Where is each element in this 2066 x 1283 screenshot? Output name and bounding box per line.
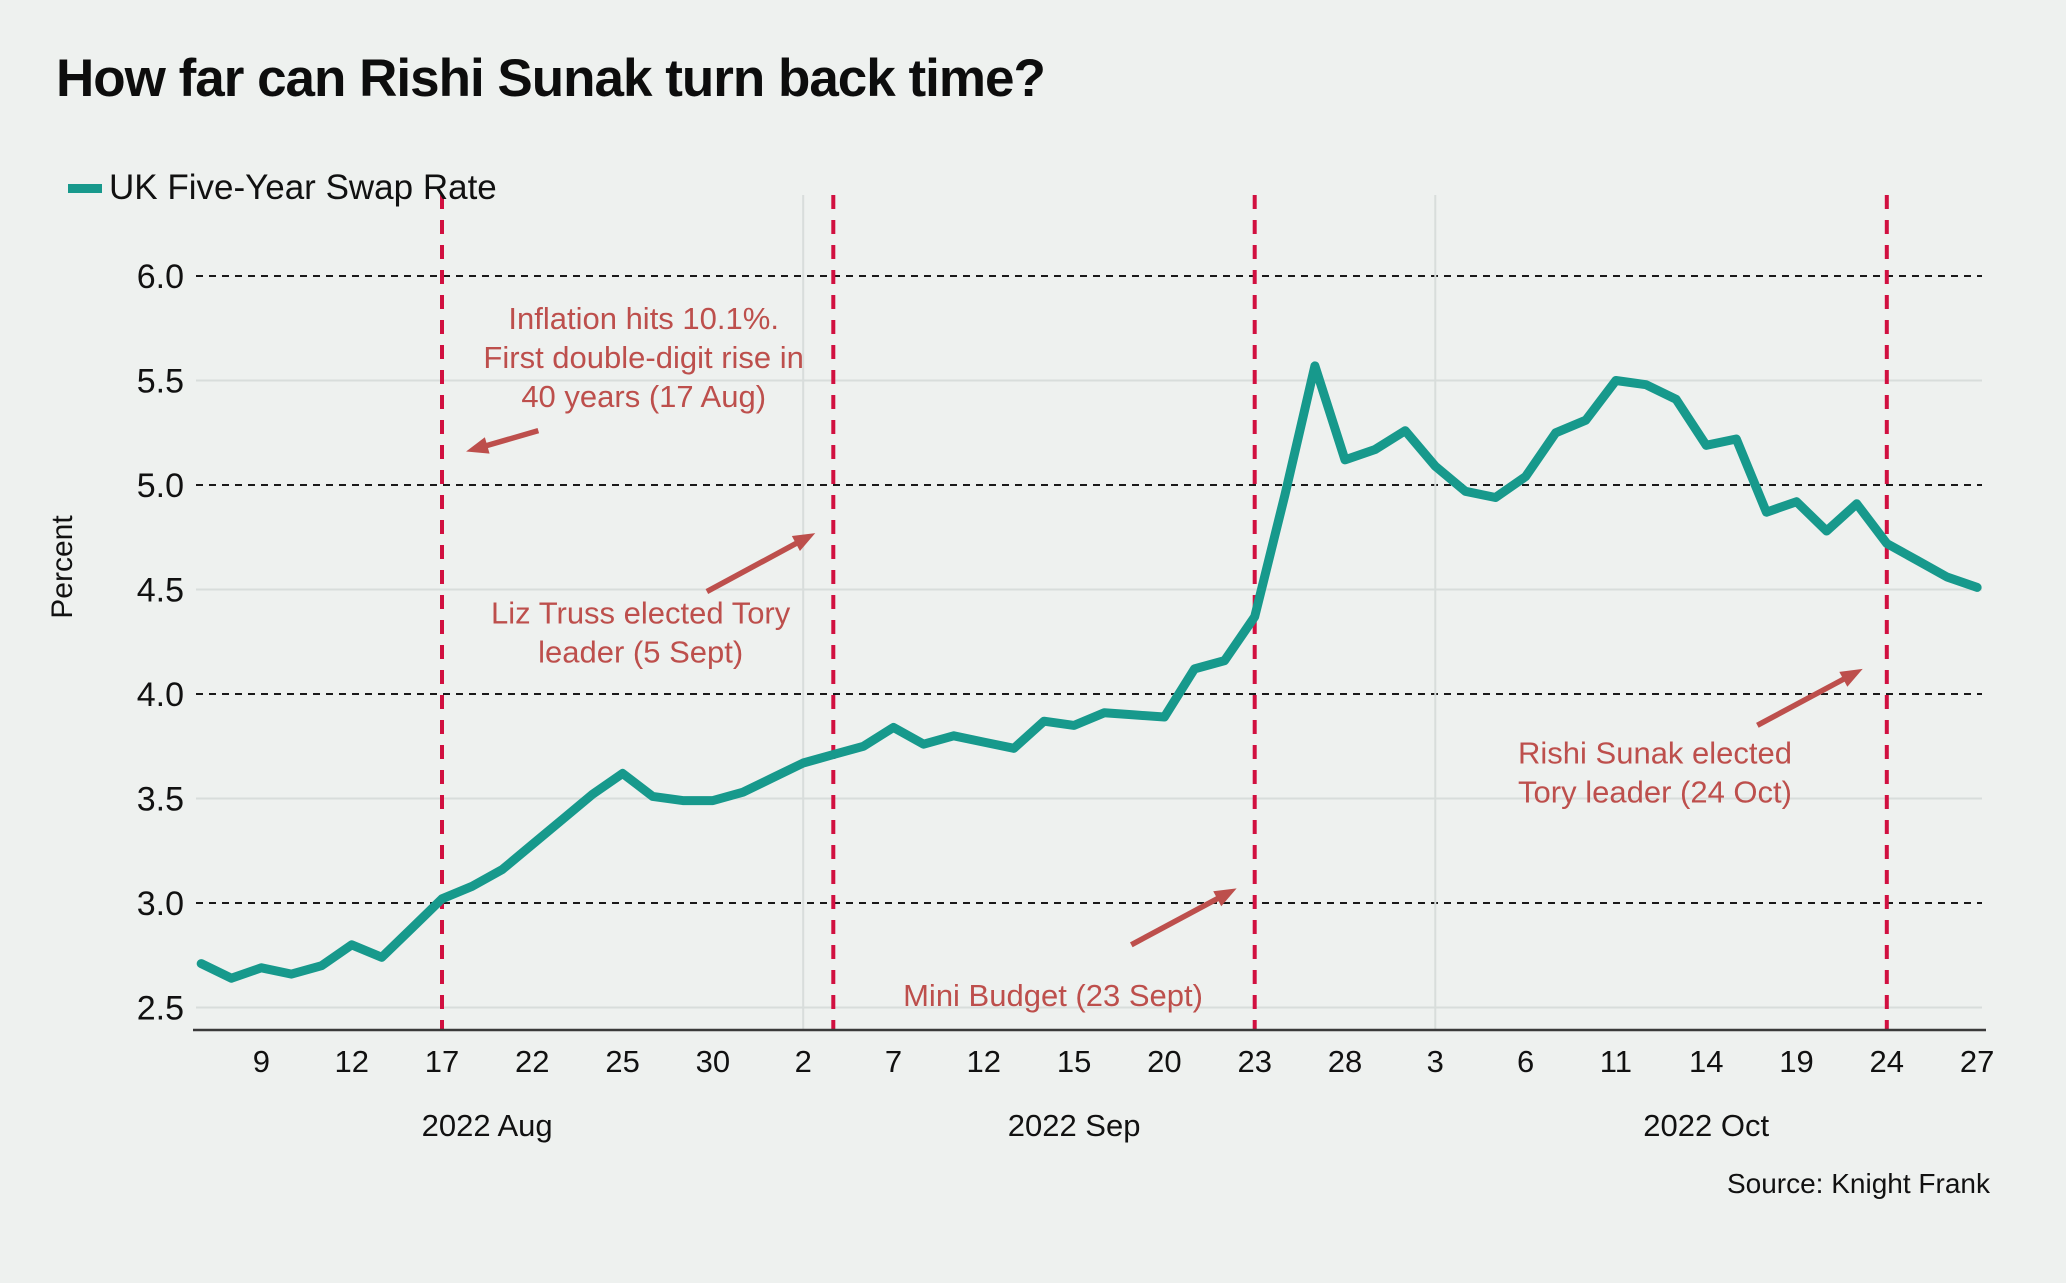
x-tick-label: 6 xyxy=(1517,1044,1534,1079)
y-tick-label: 2.5 xyxy=(137,990,184,1028)
series-line xyxy=(196,361,1982,983)
annotation-arrow-inflation-10-1 xyxy=(479,428,540,451)
annotation-arrowhead-inflation-10-1 xyxy=(466,437,490,454)
x-tick-label: 19 xyxy=(1779,1044,1813,1079)
x-tick-label: 15 xyxy=(1057,1044,1091,1079)
x-tick-label: 25 xyxy=(605,1044,639,1079)
month-label: 2022 Oct xyxy=(1643,1108,1769,1143)
x-tick-label: 30 xyxy=(696,1044,730,1079)
x-tick-label: 11 xyxy=(1600,1044,1632,1079)
x-tick-label: 7 xyxy=(885,1044,902,1079)
y-tick-label: 5.0 xyxy=(137,467,184,505)
x-tick-label: 3 xyxy=(1427,1044,1444,1079)
legend-line-icon xyxy=(68,183,102,193)
x-tick-label: 28 xyxy=(1328,1044,1362,1079)
annotation-text-rishi-sunak-elected: Rishi Sunak elected xyxy=(1518,736,1792,771)
y-tick-label: 3.5 xyxy=(137,781,184,819)
y-tick-label: 6.0 xyxy=(137,258,184,296)
legend-label: UK Five-Year Swap Rate xyxy=(109,168,497,207)
month-label: 2022 Aug xyxy=(422,1108,553,1143)
annotation-arrow-mini-budget xyxy=(1129,893,1225,948)
annotation-text-rishi-sunak-elected: Tory leader (24 Oct) xyxy=(1518,775,1792,810)
legend: UK Five-Year Swap Rate xyxy=(68,168,497,208)
annotation-arrowhead-rishi-sunak-elected xyxy=(1839,668,1863,687)
x-tick-label: 20 xyxy=(1147,1044,1181,1079)
x-tick-label: 14 xyxy=(1689,1044,1723,1079)
x-tick-label: 17 xyxy=(425,1044,459,1079)
x-tick-label: 27 xyxy=(1960,1044,1994,1079)
annotation-text-liz-truss-elected: leader (5 Sept) xyxy=(538,634,743,669)
annotation-arrow-liz-truss-elected xyxy=(705,537,804,595)
y-tick-label: 3.0 xyxy=(137,885,184,923)
annotation-text-inflation-10-1: First double-digit rise in xyxy=(483,340,803,375)
annotation-arrowhead-liz-truss-elected xyxy=(791,533,816,552)
month-label: 2022 Sep xyxy=(1008,1108,1141,1143)
x-tick-label: 23 xyxy=(1237,1044,1271,1079)
x-tick-label: 2 xyxy=(795,1044,812,1079)
annotation-text-inflation-10-1: Inflation hits 10.1%. xyxy=(508,301,779,336)
x-tick-label: 24 xyxy=(1870,1044,1904,1079)
x-tick-label: 9 xyxy=(253,1044,270,1079)
annotation-text-liz-truss-elected: Liz Truss elected Tory xyxy=(491,595,791,630)
y-axis-title: Percent xyxy=(46,515,79,619)
y-tick-label: 4.5 xyxy=(137,572,184,610)
x-tick-label: 12 xyxy=(334,1044,368,1079)
annotation-text-mini-budget: Mini Budget (23 Sept) xyxy=(903,978,1203,1013)
page-title: How far can Rishi Sunak turn back time? xyxy=(56,49,1046,108)
x-tick-label: 22 xyxy=(515,1044,549,1079)
y-tick-label: 5.5 xyxy=(137,363,184,401)
x-tick-label: 12 xyxy=(967,1044,1001,1079)
annotation-arrow-rishi-sunak-elected xyxy=(1756,673,1851,728)
y-tick-label: 4.0 xyxy=(137,676,184,714)
source-label: Source: Knight Frank xyxy=(1726,1168,1990,1199)
annotation-text-inflation-10-1: 40 years (17 Aug) xyxy=(521,379,766,414)
annotation-arrowhead-mini-budget xyxy=(1213,888,1237,907)
